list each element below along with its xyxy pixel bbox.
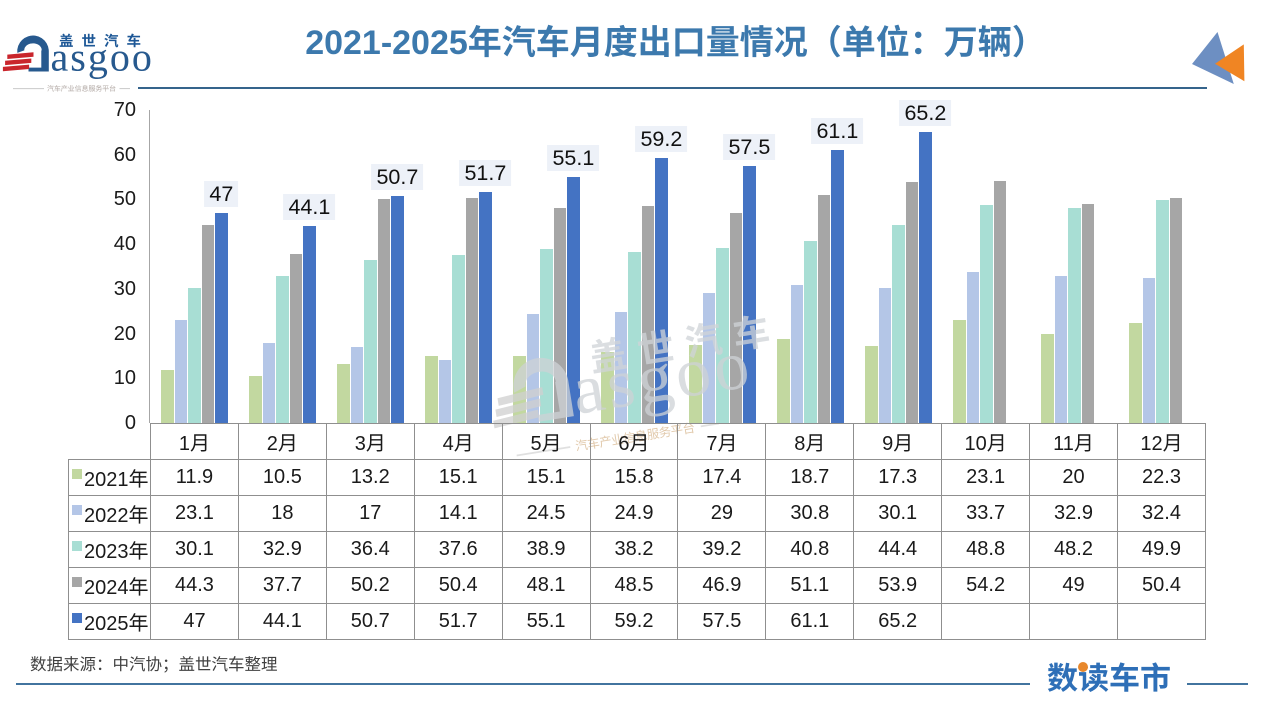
svg-text:盖世汽车: 盖世汽车 <box>59 33 149 50</box>
svg-text:asgoo: asgoo <box>51 35 154 80</box>
svg-text:汽车产业信息服务平台: 汽车产业信息服务平台 <box>47 84 116 93</box>
